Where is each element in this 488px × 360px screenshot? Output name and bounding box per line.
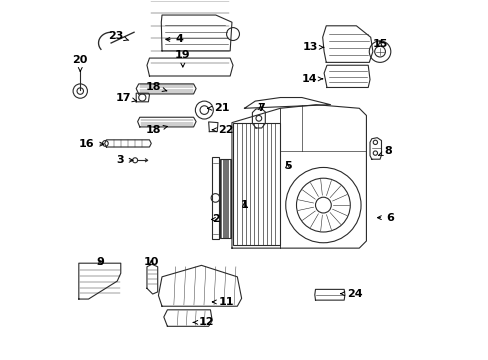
Text: 13: 13 <box>302 42 323 52</box>
Text: 7: 7 <box>256 103 264 113</box>
Text: 17: 17 <box>115 93 136 103</box>
Text: 1: 1 <box>240 201 248 211</box>
Text: 18: 18 <box>145 125 167 135</box>
Text: 11: 11 <box>212 297 234 307</box>
Text: 16: 16 <box>79 139 103 149</box>
Text: 4: 4 <box>165 35 183 44</box>
Text: 12: 12 <box>193 318 214 327</box>
Text: 14: 14 <box>301 74 322 84</box>
Text: 15: 15 <box>371 39 387 49</box>
Text: 6: 6 <box>377 213 393 222</box>
Text: 21: 21 <box>207 103 229 113</box>
Text: 19: 19 <box>175 50 190 67</box>
Bar <box>211 157 219 239</box>
Text: 24: 24 <box>340 289 362 299</box>
Bar <box>233 123 279 244</box>
Text: 18: 18 <box>145 82 166 92</box>
Text: 23: 23 <box>108 31 128 41</box>
Text: 22: 22 <box>212 125 233 135</box>
Text: 5: 5 <box>283 161 291 171</box>
Text: 9: 9 <box>96 257 104 267</box>
Text: 3: 3 <box>117 155 133 165</box>
Text: 2: 2 <box>211 215 219 224</box>
Bar <box>220 159 230 238</box>
Text: 8: 8 <box>378 146 391 156</box>
Text: 20: 20 <box>72 55 88 71</box>
Text: 10: 10 <box>143 257 159 267</box>
